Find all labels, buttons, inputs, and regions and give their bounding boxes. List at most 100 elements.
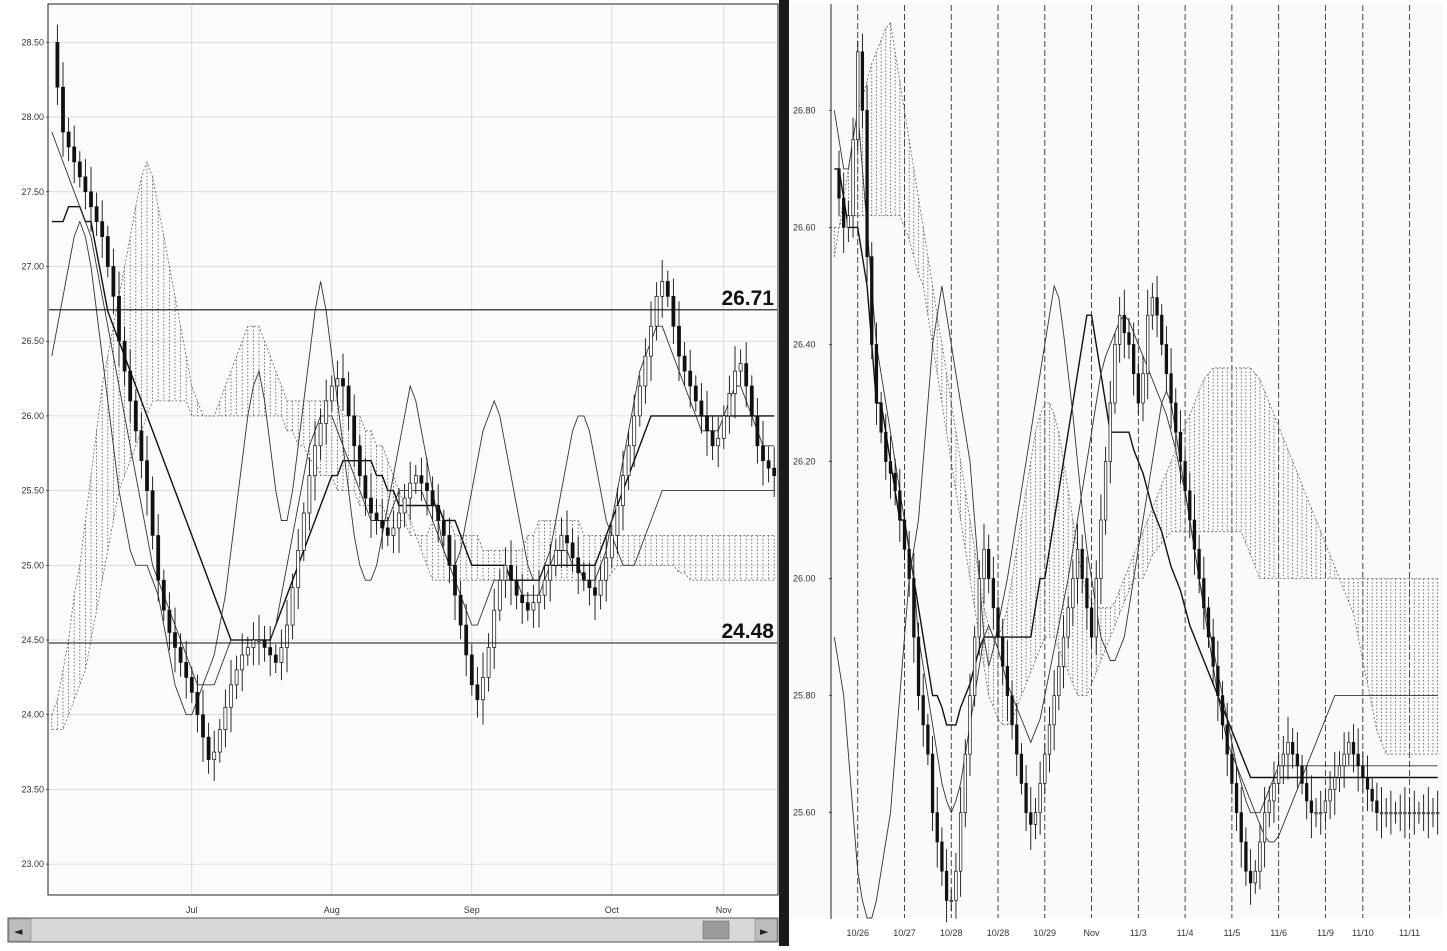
candle-body <box>1047 724 1052 755</box>
left-x-axis: Jul Aug Sep Oct Nov <box>186 905 732 915</box>
tenkan-line <box>833 110 1438 814</box>
scroll-right-arrow-icon: ► <box>760 925 769 938</box>
candle-body <box>963 753 967 814</box>
candle-body <box>856 51 860 140</box>
candle-body <box>1361 765 1365 778</box>
x-tick-label: Sep <box>464 905 480 915</box>
candle-body <box>1398 812 1402 815</box>
candle-body <box>1015 724 1019 755</box>
candle-body <box>55 42 60 88</box>
candle-body <box>991 578 995 609</box>
candle-body <box>688 370 693 387</box>
candle-body <box>1239 812 1243 843</box>
candle-body <box>251 639 256 648</box>
candle-body <box>1043 753 1047 784</box>
candle-body <box>1052 695 1056 726</box>
left-levels: 26.71 24.48 <box>49 287 777 644</box>
candle-body <box>1277 765 1281 784</box>
candle-body <box>195 691 200 716</box>
candle-body <box>1356 753 1360 767</box>
y-tick-label: 26.00 <box>21 411 44 421</box>
candle-body <box>912 578 916 638</box>
candle-body <box>693 385 698 402</box>
span-b-line <box>51 400 775 730</box>
candle-body <box>1113 344 1117 404</box>
scrollbar-track[interactable] <box>7 917 779 943</box>
candle-body <box>1005 665 1010 696</box>
y-tick-label: 27.00 <box>21 261 44 271</box>
candle-body <box>425 482 429 491</box>
candle-body <box>1286 742 1290 755</box>
scroll-left-button[interactable] <box>8 918 32 942</box>
candle-body <box>944 870 949 901</box>
candle-body <box>167 609 172 633</box>
candle-body <box>139 430 144 462</box>
candle-body <box>363 475 368 499</box>
candle-body <box>290 587 295 626</box>
candle-body <box>83 176 88 193</box>
candle-body <box>72 146 77 163</box>
candle-body <box>1080 548 1084 579</box>
x-tick-label: 11/6 <box>1270 928 1287 938</box>
right-x-axis: 10/26 10/27 10/28 10/28 10/29 Nov 11/3 11/4 11/5… <box>846 928 1420 938</box>
scroll-thumb-icon[interactable] <box>702 920 730 940</box>
candle-body <box>397 512 401 529</box>
candle-body <box>1417 812 1421 815</box>
candle-body <box>1155 297 1159 316</box>
candle-body <box>598 579 603 596</box>
x-tick-label: Aug <box>324 905 340 915</box>
candle-body <box>1272 783 1276 802</box>
candle-body <box>128 370 133 402</box>
candle-body <box>898 490 902 521</box>
y-tick-label: 26.40 <box>793 339 816 349</box>
candle-body <box>632 415 637 447</box>
candle-body <box>453 564 457 596</box>
candle-body <box>217 729 222 753</box>
candle-body <box>380 520 385 529</box>
candle-body <box>665 281 670 297</box>
candle-body <box>111 266 116 297</box>
candle-body <box>902 519 907 550</box>
candle-body <box>1146 314 1150 375</box>
candle-body <box>436 505 441 521</box>
candle-body <box>671 296 676 327</box>
candle-body <box>870 256 874 345</box>
candle-body <box>1192 519 1197 550</box>
candle-body <box>973 636 977 696</box>
horizontal-scrollbar[interactable]: ◄ ► <box>7 917 779 943</box>
candle-body <box>1230 753 1234 784</box>
candle-body <box>996 607 1000 638</box>
scroll-right-button[interactable] <box>754 918 778 942</box>
candle-body <box>335 378 340 387</box>
candle-body <box>733 370 737 394</box>
candle-body <box>637 385 642 417</box>
candle-body <box>1342 753 1346 767</box>
candle-body <box>987 548 991 579</box>
candle-body <box>307 475 312 514</box>
candle-body <box>1024 783 1028 814</box>
candle-body <box>234 669 239 686</box>
candle-body <box>458 594 463 626</box>
candle-body <box>1370 788 1374 802</box>
candle-body <box>1099 519 1103 579</box>
candle-body <box>1431 812 1435 815</box>
left-candles <box>55 24 777 781</box>
candle-body <box>408 482 413 499</box>
right-plot-area <box>789 4 1443 919</box>
candle-body <box>520 594 525 603</box>
candle-body <box>1375 800 1379 814</box>
y-tick-label: 26.50 <box>21 336 44 346</box>
candle-body <box>352 415 357 447</box>
candle-body <box>1150 297 1155 316</box>
candle-body <box>329 385 334 402</box>
candle-body <box>654 296 659 327</box>
candle-body <box>1038 783 1042 814</box>
candle-body <box>1132 344 1136 375</box>
candle-body <box>223 706 228 730</box>
candle-body <box>1033 812 1038 825</box>
candle-body <box>229 684 233 708</box>
candle-body <box>66 131 71 148</box>
candle-body <box>145 460 149 491</box>
y-tick-label: 23.50 <box>21 784 44 794</box>
